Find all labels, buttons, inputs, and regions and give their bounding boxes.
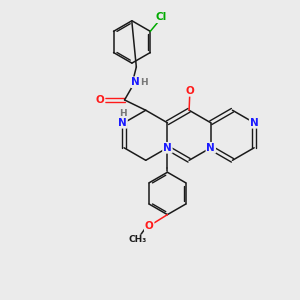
Text: N: N — [250, 118, 259, 128]
Text: N: N — [206, 143, 215, 153]
Text: O: O — [185, 86, 194, 96]
Text: N: N — [118, 118, 127, 128]
Text: N: N — [131, 77, 140, 87]
Text: Cl: Cl — [156, 12, 167, 22]
Text: H: H — [119, 109, 126, 118]
Text: O: O — [145, 221, 154, 231]
Text: O: O — [96, 95, 104, 105]
Text: H: H — [140, 78, 148, 87]
Text: N: N — [163, 143, 172, 153]
Text: CH₃: CH₃ — [129, 235, 147, 244]
